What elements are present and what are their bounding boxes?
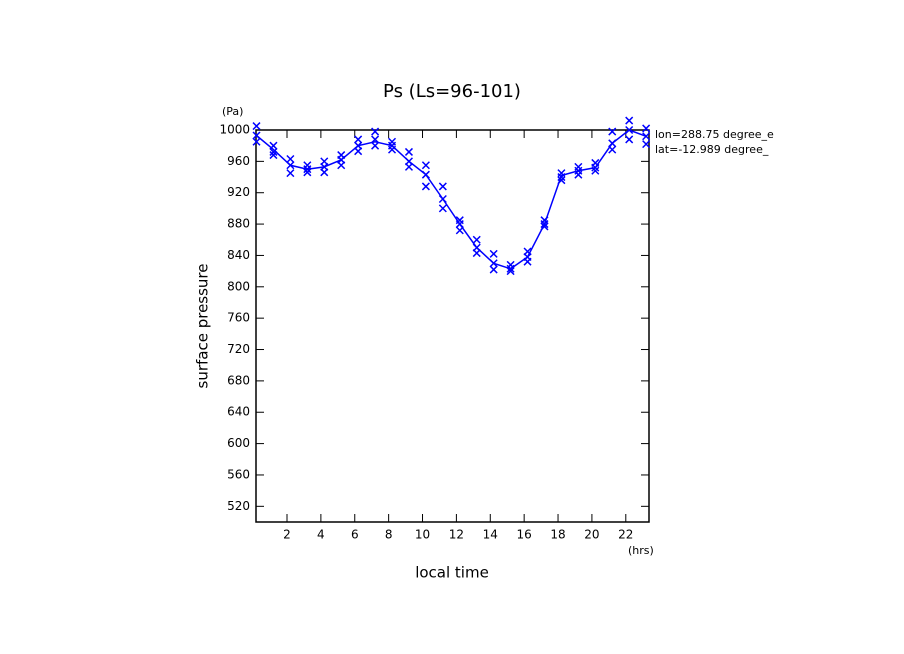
data-point <box>540 220 549 229</box>
data-point <box>557 176 566 185</box>
data-point <box>421 161 430 170</box>
data-point <box>608 139 617 148</box>
data-point <box>506 267 515 276</box>
x-unit: (hrs) <box>628 544 654 557</box>
data-point <box>472 235 481 244</box>
data-point <box>455 220 464 229</box>
data-point <box>269 141 278 150</box>
y-tick-label: 720 <box>227 342 250 356</box>
y-tick-label: 1000 <box>219 123 250 137</box>
data-point <box>354 147 363 156</box>
data-point <box>371 135 380 144</box>
data-point <box>557 173 566 182</box>
data-line <box>256 129 647 270</box>
data-point <box>489 259 498 268</box>
x-tick-label: 8 <box>385 528 393 542</box>
y-tick-label: 520 <box>227 499 250 513</box>
data-point <box>438 204 447 213</box>
data-point <box>371 127 380 136</box>
data-point <box>337 161 346 170</box>
data-point <box>540 222 549 231</box>
data-point <box>421 182 430 191</box>
data-point <box>252 122 261 131</box>
data-point <box>642 132 651 141</box>
data-point <box>354 135 363 144</box>
y-tick-label: 680 <box>227 373 250 387</box>
x-tick-label: 12 <box>449 528 464 542</box>
data-point <box>489 249 498 258</box>
data-point <box>591 166 600 175</box>
x-tick-label: 2 <box>283 528 291 542</box>
y-tick-label: 800 <box>227 279 250 293</box>
y-tick-label: 920 <box>227 185 250 199</box>
y-axis-label: surface pressure <box>194 264 212 389</box>
data-point <box>506 264 515 273</box>
data-point <box>608 127 617 136</box>
data-point <box>404 162 413 171</box>
data-point <box>625 116 634 125</box>
data-point <box>404 147 413 156</box>
annotation: lon=288.75 degree_e <box>655 128 774 141</box>
data-point <box>252 137 261 146</box>
y-tick-label: 640 <box>227 405 250 419</box>
y-tick-label: 840 <box>227 248 250 262</box>
x-tick-label: 14 <box>483 528 498 542</box>
y-tick-label: 960 <box>227 154 250 168</box>
plot-frame <box>255 129 650 523</box>
x-tick-label: 22 <box>618 528 633 542</box>
x-axis-label: local time <box>415 564 489 582</box>
data-point <box>642 124 651 133</box>
data-point <box>489 265 498 274</box>
annotations: lon=288.75 degree_e lat=-12.989 degree_ <box>655 128 774 156</box>
data-point <box>303 165 312 174</box>
x-tick-label: 16 <box>517 528 532 542</box>
data-point <box>591 163 600 172</box>
annotation: lat=-12.989 degree_ <box>655 143 769 156</box>
data-point <box>421 170 430 179</box>
data-point <box>455 226 464 235</box>
data-point <box>472 249 481 258</box>
data-point <box>269 147 278 156</box>
data-point <box>286 169 295 178</box>
x-tick-label: 4 <box>317 528 325 542</box>
data-point <box>252 131 261 140</box>
data-point <box>608 145 617 154</box>
data-point <box>574 170 583 179</box>
x-tick-label: 6 <box>351 528 359 542</box>
y-tick-label: 600 <box>227 436 250 450</box>
data-point <box>371 141 380 150</box>
x-tick-label: 18 <box>550 528 565 542</box>
data-point <box>642 140 651 149</box>
data-point <box>320 168 329 177</box>
data-point <box>523 257 532 266</box>
y-tick-label: 760 <box>227 311 250 325</box>
data-point <box>625 135 634 144</box>
x-tick-label: 10 <box>415 528 430 542</box>
data-point <box>387 145 397 154</box>
y-tick-label: 560 <box>227 467 250 481</box>
chart-title: Ps (Ls=96-101) <box>383 81 521 102</box>
y-unit: (Pa) <box>222 105 243 118</box>
data-point <box>438 182 447 191</box>
data-point <box>286 154 295 164</box>
y-tick-label: 880 <box>227 217 250 231</box>
data-point <box>269 151 278 160</box>
data-point <box>303 168 312 177</box>
x-tick-label: 20 <box>584 528 599 542</box>
data-point <box>286 161 295 170</box>
data-point <box>625 125 634 135</box>
data-point <box>438 194 447 204</box>
